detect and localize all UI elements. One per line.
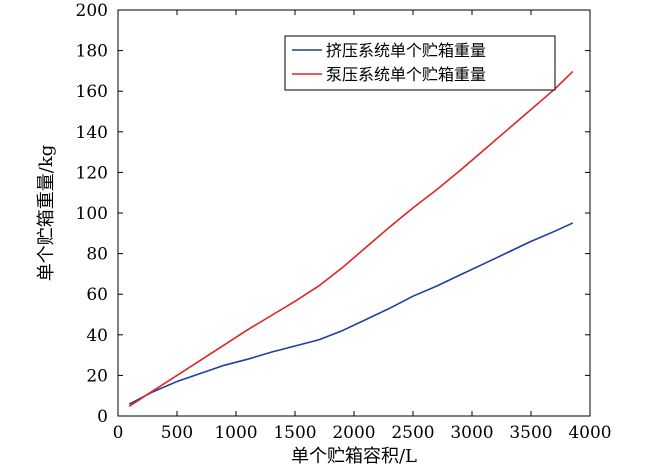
x-tick-label: 2500 (391, 423, 434, 443)
y-tick-label: 20 (86, 366, 108, 386)
x-tick-label: 0 (113, 423, 124, 443)
y-tick-label: 120 (76, 163, 108, 183)
x-tick-label: 1500 (273, 423, 316, 443)
x-axis-title: 单个贮箱容积/L (291, 446, 417, 467)
y-tick-label: 0 (97, 407, 108, 427)
series-line-pump (129, 71, 574, 407)
y-tick-label: 40 (86, 326, 108, 346)
x-tick-label: 3500 (509, 423, 552, 443)
x-tick-label: 4000 (568, 423, 611, 443)
y-tick-label: 100 (76, 204, 108, 224)
x-tick-label: 500 (161, 423, 193, 443)
x-tick-label: 3000 (450, 423, 493, 443)
x-tick-label: 2000 (332, 423, 375, 443)
y-tick-label: 80 (86, 245, 108, 265)
series-line-extrusion (129, 222, 574, 405)
legend-label-pump: 泵压系统单个贮箱重量 (326, 65, 486, 84)
x-tick-label: 1000 (214, 423, 257, 443)
legend: 挤压系统单个贮箱重量 泵压系统单个贮箱重量 (284, 35, 556, 91)
legend-label-extrusion: 挤压系统单个贮箱重量 (326, 41, 486, 60)
y-tick-label: 160 (76, 82, 108, 102)
y-tick-label: 180 (76, 42, 108, 62)
y-tick-label: 60 (86, 285, 108, 305)
axis-ticks (117, 9, 591, 417)
y-tick-label: 140 (76, 123, 108, 143)
plot-lines (129, 71, 574, 407)
legend-box (284, 35, 556, 91)
y-axis-title: 单个贮箱重量/kg (36, 145, 57, 282)
y-tick-label: 200 (76, 1, 108, 21)
axis-tick-labels: 0 500 1000 1500 2000 2500 3000 3500 4000 0 20 40 60 8… (76, 1, 612, 443)
